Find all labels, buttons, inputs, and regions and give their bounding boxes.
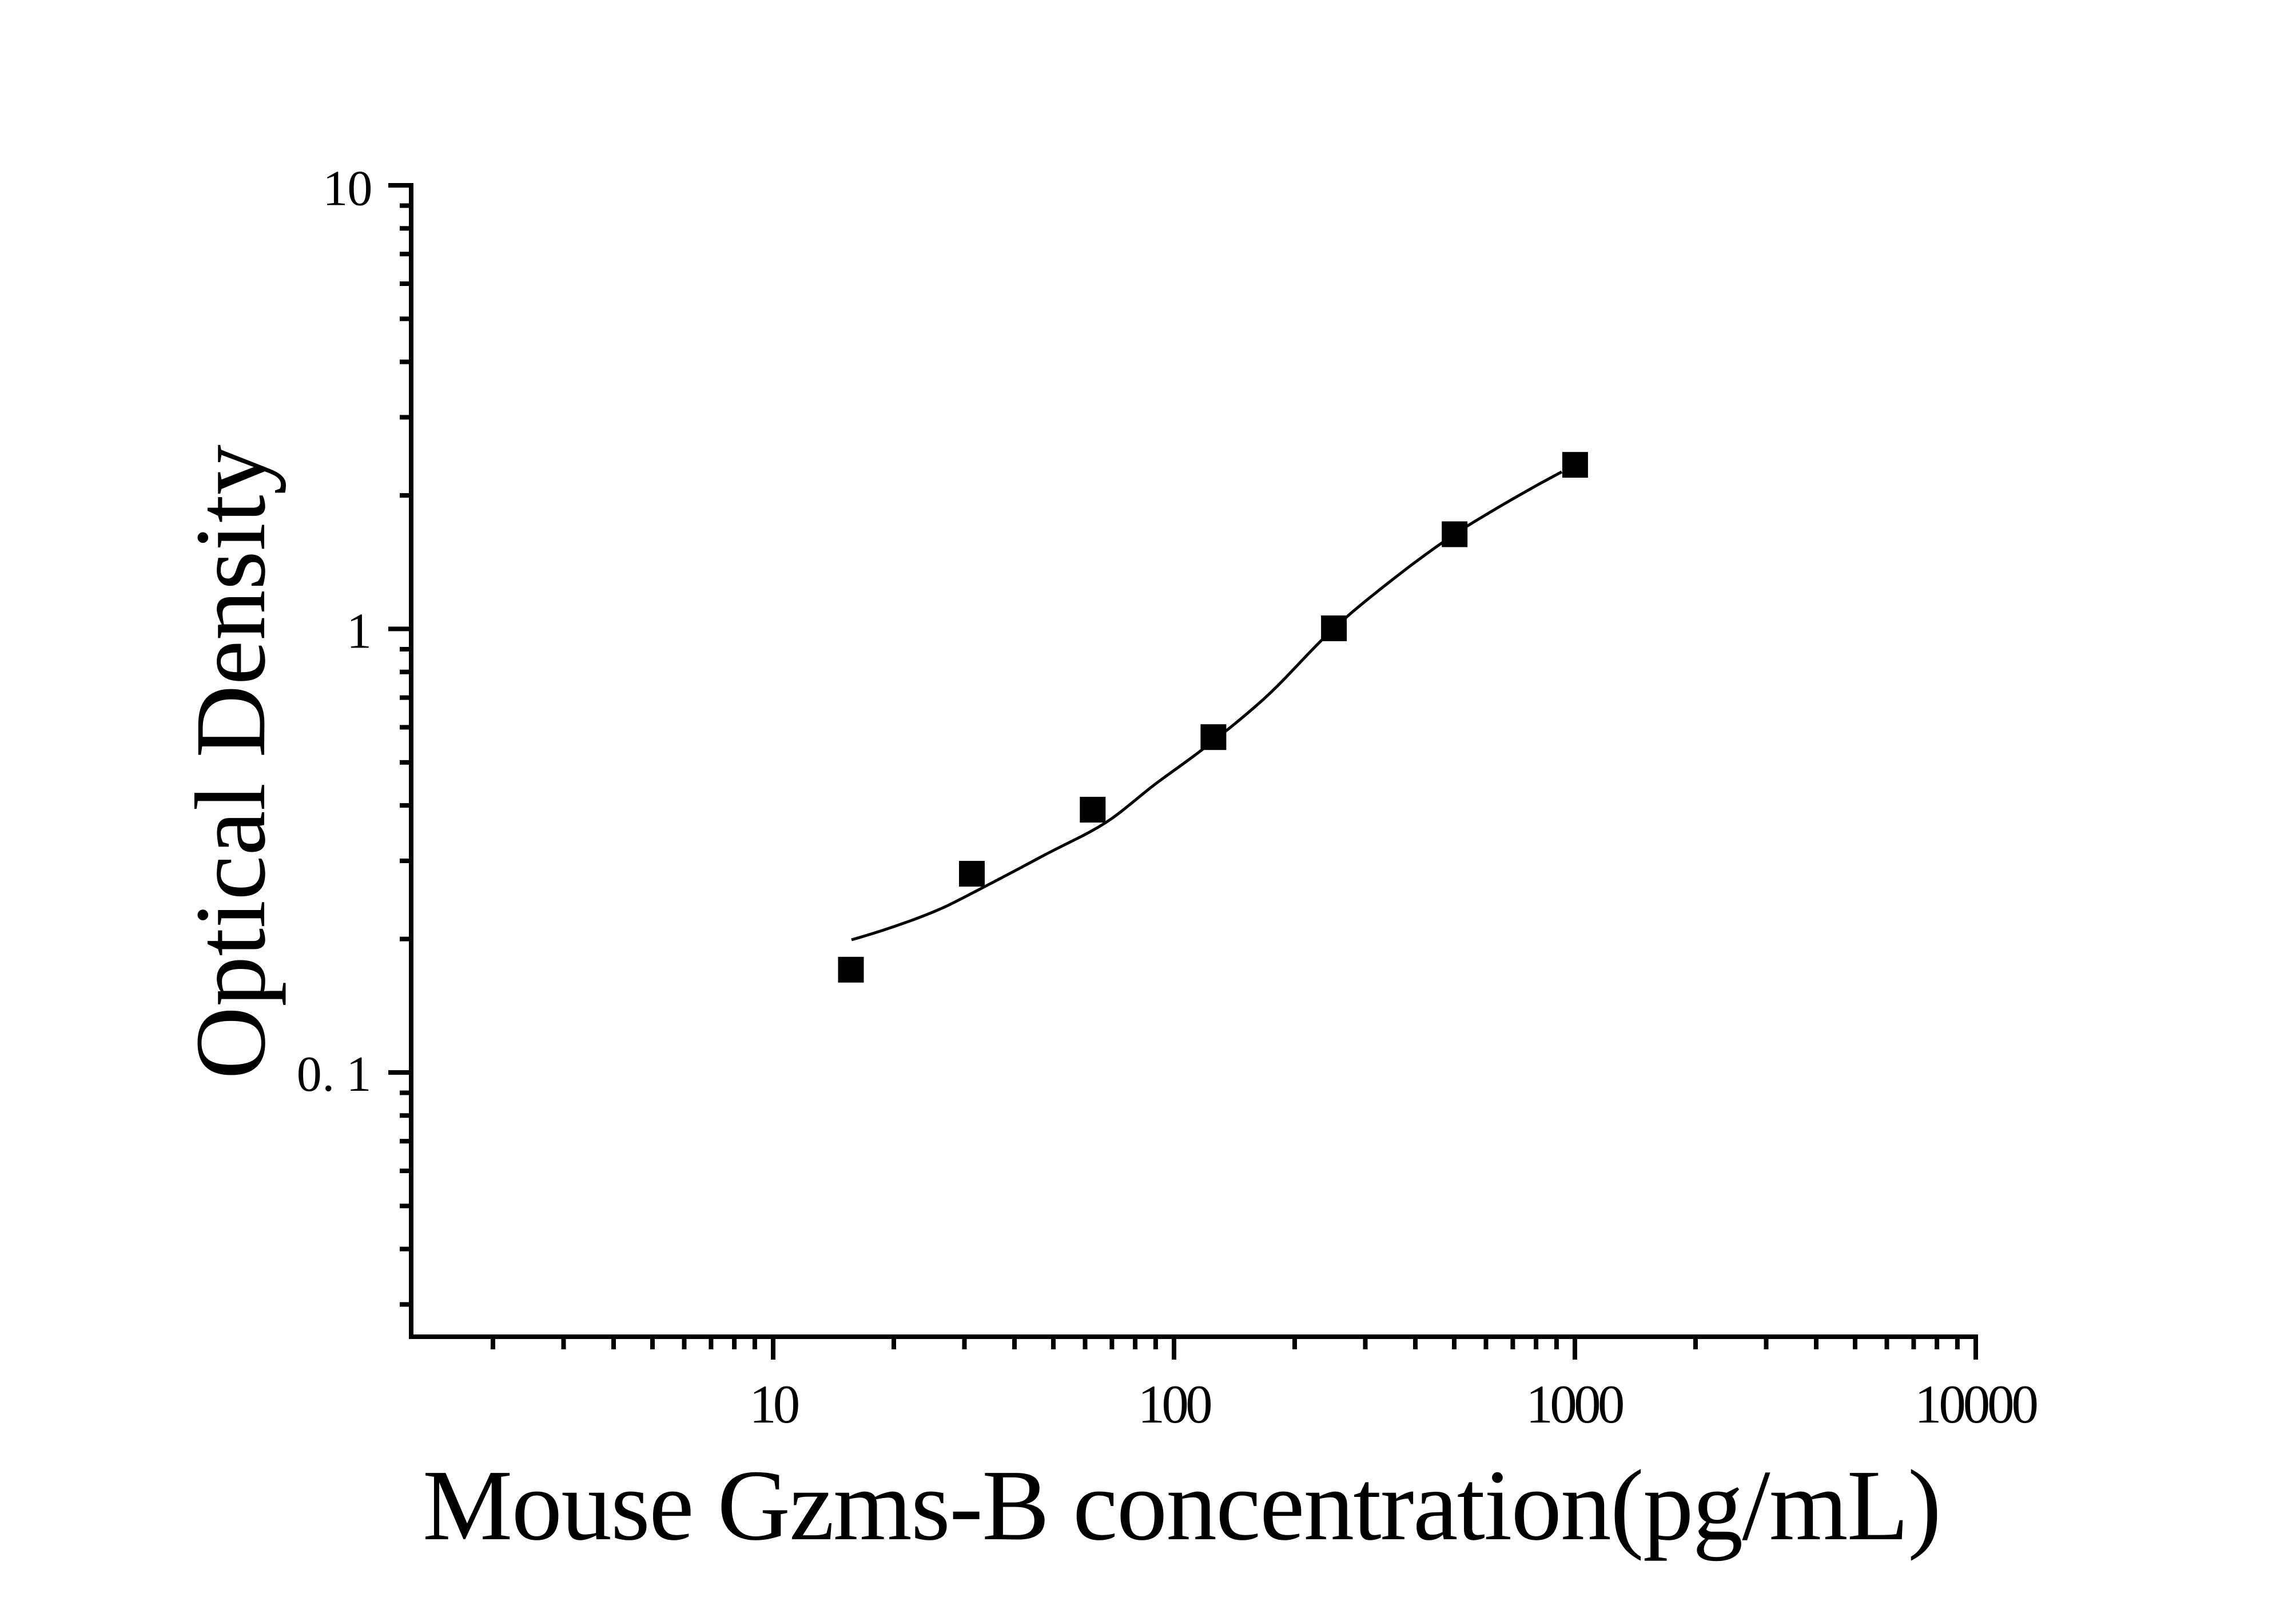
svg-text:10000: 10000 [1915,1374,2039,1435]
svg-text:10: 10 [323,161,372,216]
svg-text:0.1: 0.1 [297,1047,372,1102]
svg-text:Mouse Gzms-B concentration(pg/: Mouse Gzms-B concentration(pg/mL) [423,1449,1941,1562]
svg-text:100: 100 [1138,1374,1213,1435]
svg-text:Optical Density: Optical Density [175,444,286,1079]
svg-text:1: 1 [347,604,372,660]
svg-text:1000: 1000 [1526,1374,1625,1435]
svg-text:10: 10 [749,1374,800,1435]
